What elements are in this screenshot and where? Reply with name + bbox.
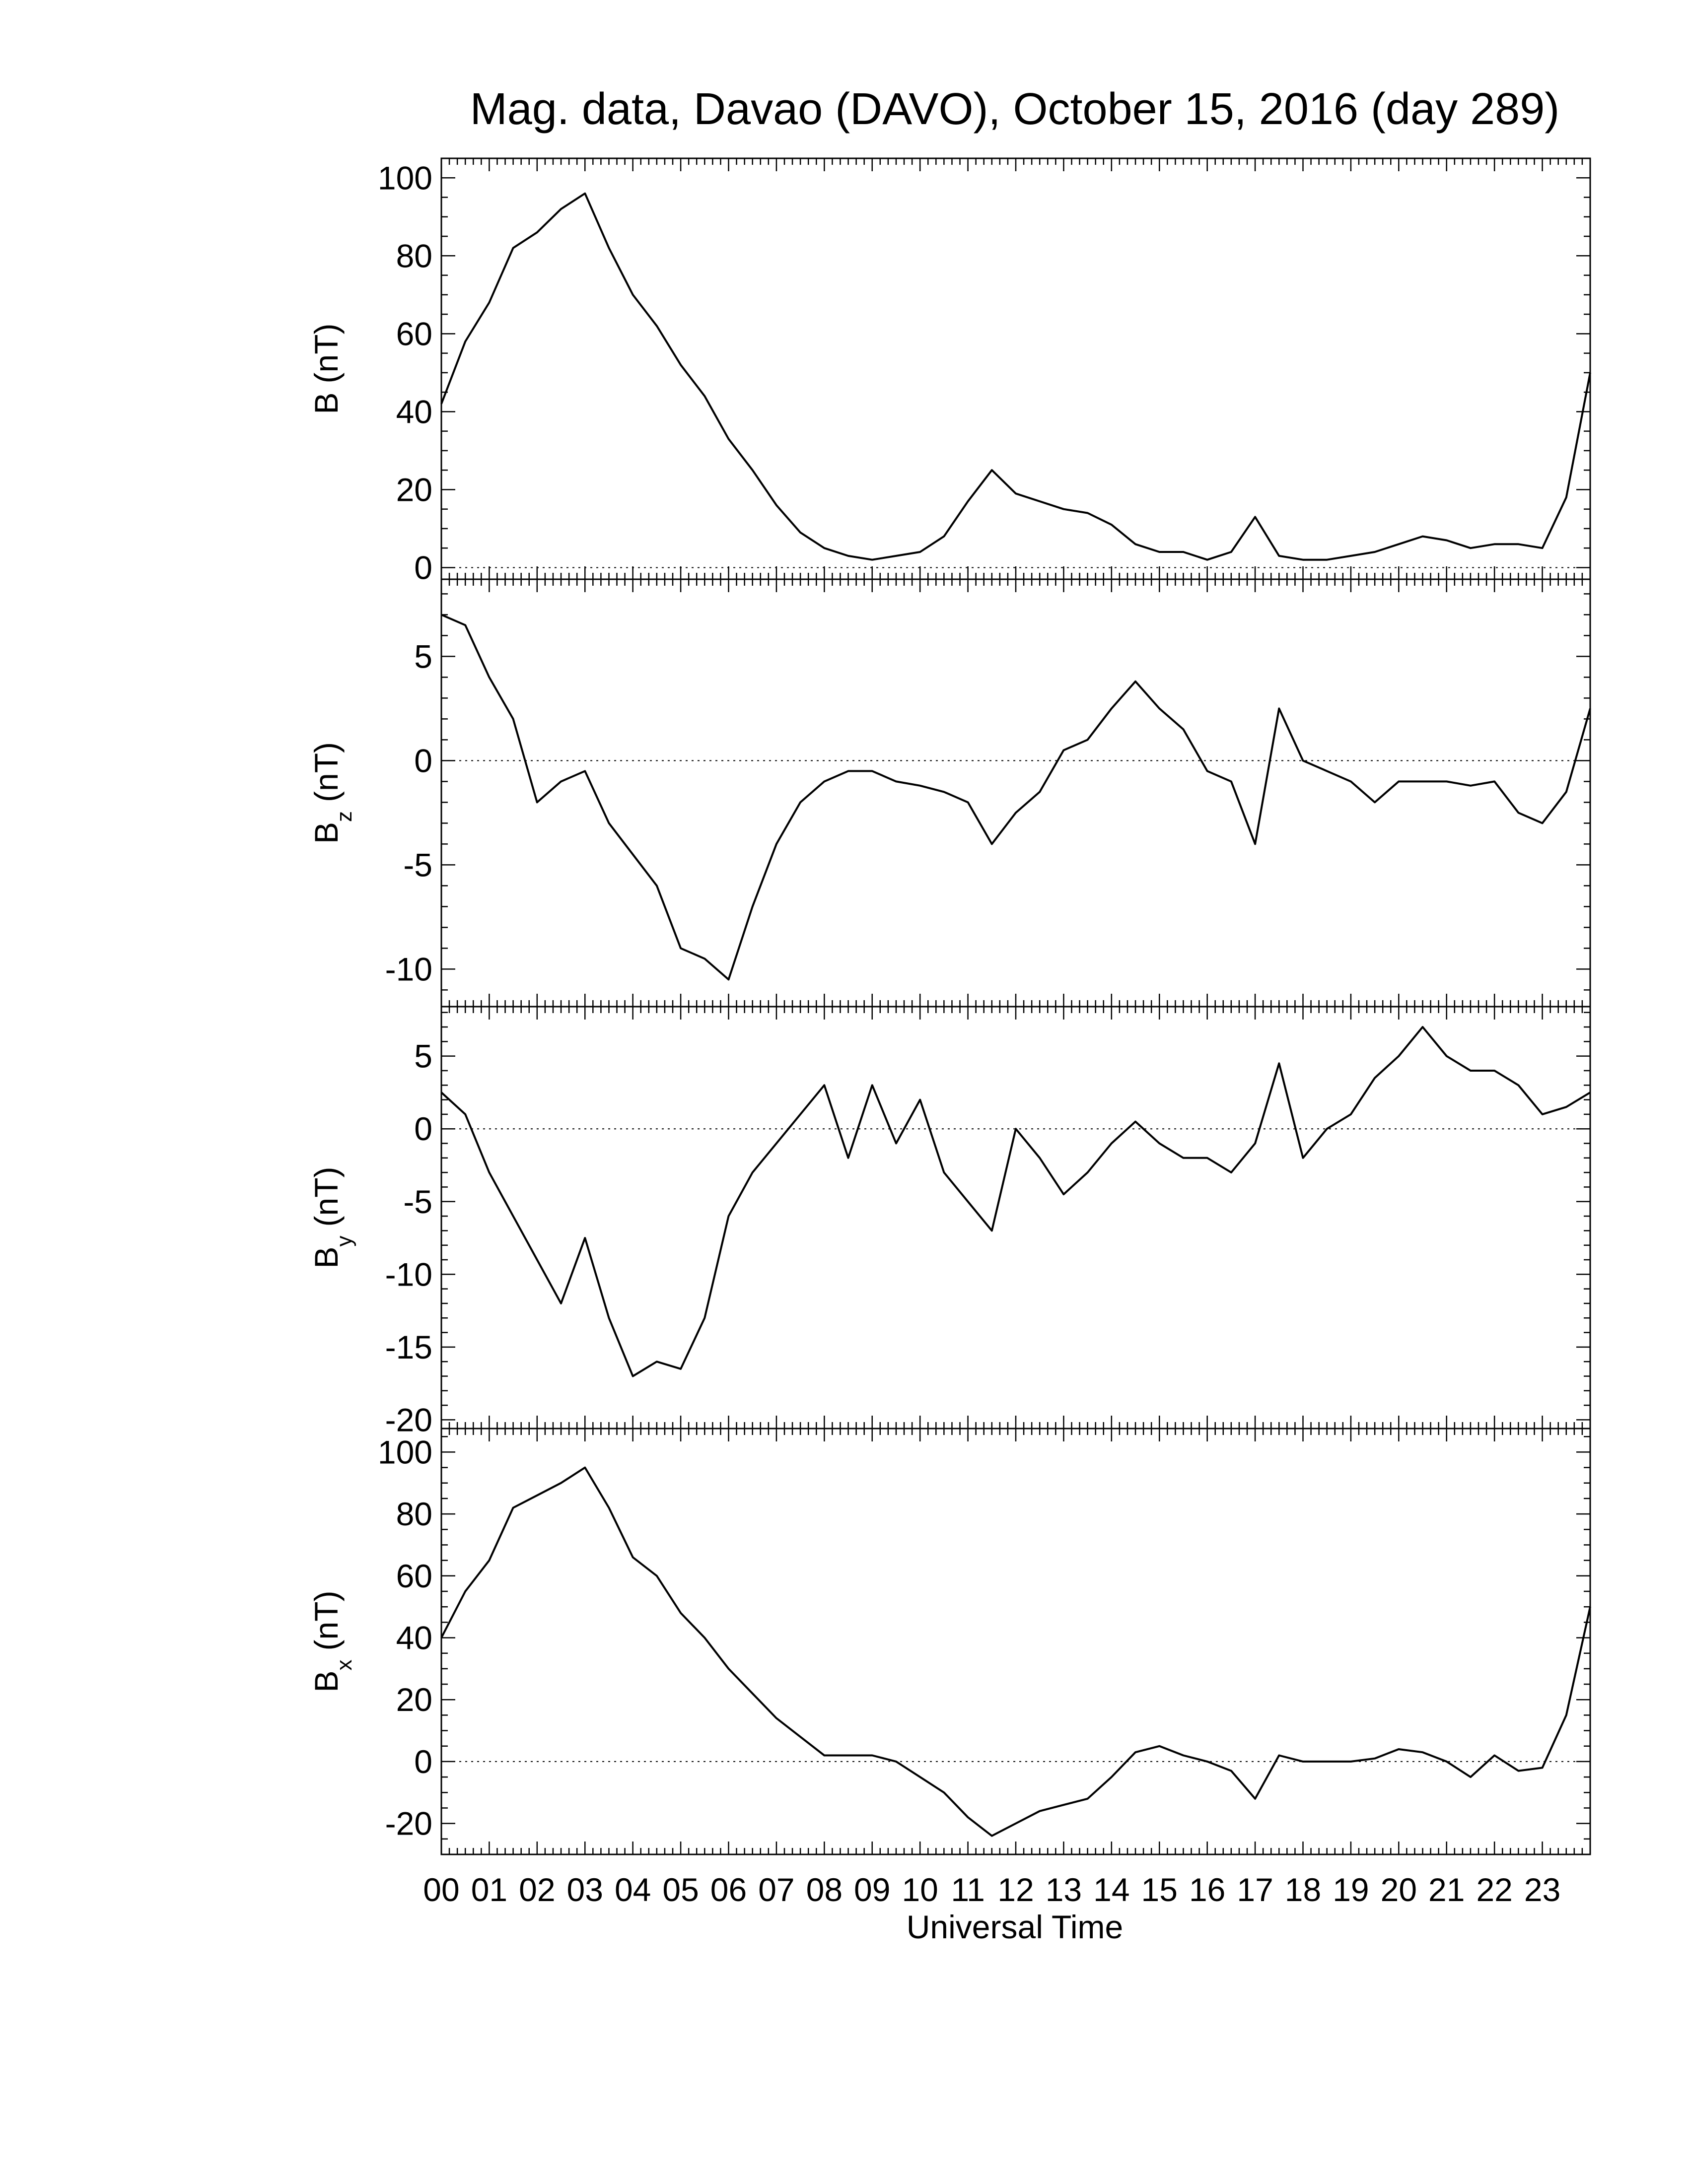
x-tick-label: 17 — [1237, 1871, 1273, 1908]
y-axis-label-sub: y — [332, 1235, 356, 1246]
y-axis-label-sub: x — [332, 1659, 356, 1670]
y-axis-label-unit: (nT) — [308, 323, 345, 383]
y-axis-label-main: B — [308, 1670, 345, 1692]
panel-frame — [440, 578, 1591, 1008]
x-tick-label: 20 — [1381, 1871, 1417, 1908]
y-axis-label-main: B — [308, 822, 345, 844]
y-tick-label: 60 — [396, 315, 432, 352]
y-axis-label-main: B — [308, 1246, 345, 1268]
y-axis-label-unit: (nT) — [308, 742, 345, 802]
x-tick-label: 21 — [1428, 1871, 1465, 1908]
y-axis-label-main: B — [308, 392, 345, 414]
panel-frame — [440, 1006, 1591, 1430]
x-tick-label: 00 — [423, 1871, 459, 1908]
x-tick-label: 22 — [1476, 1871, 1512, 1908]
y-axis-label: B (nT) — [308, 323, 345, 414]
y-tick-label: 5 — [414, 638, 432, 675]
y-tick-label: 0 — [414, 1110, 432, 1147]
x-tick-label: 03 — [567, 1871, 603, 1908]
y-tick-label: 40 — [396, 1620, 432, 1656]
data-line — [440, 1026, 1591, 1377]
y-axis-label-sub: z — [332, 811, 356, 822]
y-axis-label: By (nT) — [308, 1166, 356, 1268]
y-tick-label: 100 — [378, 159, 432, 196]
panel-frame — [440, 1428, 1591, 1855]
chart-title: Mag. data, Davao (DAVO), October 15, 201… — [470, 84, 1559, 134]
x-tick-label: 14 — [1093, 1871, 1129, 1908]
panel-frame — [440, 157, 1591, 580]
y-tick-label: 0 — [414, 549, 432, 586]
data-line — [440, 192, 1591, 561]
x-tick-label: 04 — [615, 1871, 651, 1908]
y-tick-label: -5 — [403, 846, 432, 883]
y-tick-label: 60 — [396, 1558, 432, 1594]
y-axis-label: Bx (nT) — [308, 1590, 356, 1692]
y-tick-label: 20 — [396, 1681, 432, 1718]
x-tick-label: 11 — [951, 1871, 985, 1908]
y-tick-label: 0 — [414, 1743, 432, 1780]
y-tick-label: -10 — [385, 951, 432, 987]
y-tick-label: 0 — [414, 742, 432, 779]
y-tick-label: 100 — [378, 1433, 432, 1470]
y-tick-label: 80 — [396, 237, 432, 274]
x-tick-label: 13 — [1046, 1871, 1082, 1908]
y-tick-label: 40 — [396, 393, 432, 430]
x-axis-label: Universal Time — [907, 1909, 1123, 1945]
y-tick-label: -10 — [385, 1256, 432, 1293]
x-tick-label: 02 — [519, 1871, 555, 1908]
x-tick-label: 16 — [1189, 1871, 1225, 1908]
x-tick-label: 10 — [902, 1871, 938, 1908]
y-tick-label: -20 — [385, 1805, 432, 1842]
x-tick-label: 18 — [1285, 1871, 1321, 1908]
x-tick-label: 09 — [854, 1871, 890, 1908]
data-line — [440, 1466, 1591, 1837]
y-axis-label-unit: (nT) — [308, 1166, 345, 1227]
x-tick-label: 08 — [806, 1871, 843, 1908]
x-tick-label: 05 — [662, 1871, 699, 1908]
y-tick-label: -15 — [385, 1329, 432, 1365]
y-tick-label: 5 — [414, 1038, 432, 1075]
y-tick-label: 20 — [396, 471, 432, 508]
data-line — [441, 614, 1591, 981]
y-tick-label: -5 — [403, 1183, 432, 1220]
y-tick-label: -20 — [385, 1401, 432, 1438]
y-tick-label: 80 — [396, 1496, 432, 1532]
x-tick-label: 15 — [1141, 1871, 1178, 1908]
x-tick-label: 06 — [710, 1871, 747, 1908]
x-tick-label: 19 — [1333, 1871, 1369, 1908]
x-tick-label: 01 — [471, 1871, 507, 1908]
x-tick-label: 23 — [1524, 1871, 1560, 1908]
y-axis-label: Bz (nT) — [308, 742, 356, 844]
y-axis-label-unit: (nT) — [308, 1590, 345, 1650]
x-tick-label: 07 — [758, 1871, 794, 1908]
x-tick-label: 12 — [997, 1871, 1034, 1908]
